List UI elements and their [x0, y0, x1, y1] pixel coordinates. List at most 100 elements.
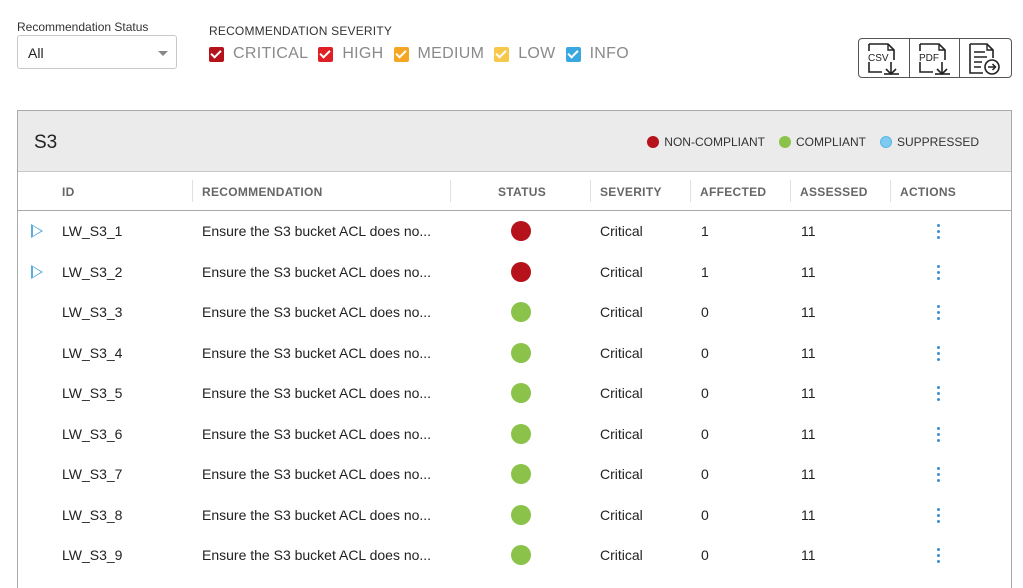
row-id: LW_S3_7: [62, 466, 123, 482]
table-row[interactable]: LW_S3_5 Ensure the S3 bucket ACL does no.…: [18, 373, 1011, 414]
legend-label: NON-COMPLIANT: [664, 135, 765, 149]
severity-checkbox-low[interactable]: [494, 46, 510, 62]
export-pdf-button[interactable]: PDF: [910, 39, 961, 77]
row-actions-kebab-icon[interactable]: [937, 224, 941, 240]
status-non-compliant-icon: [511, 261, 531, 282]
header-affected[interactable]: AFFECTED: [700, 185, 767, 199]
row-assessed: 11: [801, 547, 816, 563]
column-divider: [890, 180, 891, 202]
panel-header: S3 NON-COMPLIANT COMPLIANT SUPPRESSED: [18, 111, 1011, 172]
row-recommendation: Ensure the S3 bucket ACL does no...: [202, 263, 432, 280]
row-assessed: 11: [801, 385, 816, 401]
row-actions-kebab-icon[interactable]: [937, 426, 941, 443]
severity-option-info[interactable]: INFO: [565, 45, 629, 63]
severity-option-critical[interactable]: CRITICAL: [209, 45, 308, 63]
row-actions-kebab-icon[interactable]: [937, 507, 941, 524]
row-assessed: 11: [801, 344, 816, 361]
document-arrow-icon: [969, 43, 1001, 75]
row-id: LW_S3_9: [62, 547, 123, 563]
severity-option-label: MEDIUM: [417, 45, 485, 62]
table-row[interactable]: LW_S3_3 Ensure the S3 bucket ACL does no.…: [18, 292, 1011, 333]
row-actions-kebab-icon[interactable]: [937, 345, 941, 362]
status-compliant-icon: [511, 504, 531, 525]
suppressed-icon: [879, 136, 892, 148]
status-compliant-icon: [511, 342, 531, 363]
recommendation-severity-filter: RECOMMENDATION SEVERITY CRITICAL HIGH MEDI…: [209, 24, 629, 62]
status-dot-icon: [778, 136, 791, 148]
row-affected: 0: [701, 425, 709, 442]
severity-checkbox-medium[interactable]: [393, 46, 409, 62]
header-assessed[interactable]: ASSESSED: [800, 185, 868, 199]
row-id: LW_S3_6: [62, 425, 123, 442]
chevron-down-icon: [158, 51, 168, 56]
header-recommendation[interactable]: RECOMMENDATION: [202, 185, 323, 199]
row-actions-kebab-icon[interactable]: [937, 548, 941, 564]
status-dot-icon: [647, 136, 660, 148]
table-row[interactable]: LW_S3_7 Ensure the S3 bucket ACL does no.…: [18, 454, 1011, 495]
panel-title: S3: [34, 132, 58, 153]
column-divider: [790, 180, 791, 202]
severity-checkbox-critical[interactable]: [209, 46, 224, 62]
row-severity: Critical: [600, 506, 643, 523]
row-affected: 0: [701, 466, 709, 482]
row-affected: 0: [701, 547, 709, 563]
recommendation-status-select[interactable]: All: [17, 35, 177, 69]
row-actions-kebab-icon[interactable]: [937, 386, 941, 402]
header-severity[interactable]: SEVERITY: [600, 185, 662, 199]
column-divider: [690, 180, 691, 202]
table-row[interactable]: LW_S3_8 Ensure the S3 bucket ACL does no.…: [18, 495, 1011, 536]
legend-item-compliant: COMPLIANT: [778, 135, 866, 149]
table-row[interactable]: LW_S3_2 Ensure the S3 bucket ACL does no.…: [18, 252, 1011, 293]
svg-text:PDF: PDF: [919, 53, 939, 64]
severity-checkbox-info[interactable]: [565, 46, 581, 62]
row-actions-kebab-icon[interactable]: [937, 467, 941, 483]
table-row[interactable]: LW_S3_1 Ensure the S3 bucket ACL does no.…: [18, 211, 1011, 252]
status-compliant-icon: [511, 545, 531, 565]
table-row[interactable]: LW_S3_6 Ensure the S3 bucket ACL does no.…: [18, 414, 1011, 455]
recommendation-status-filter: Recommendation Status All: [17, 20, 177, 69]
row-recommendation: Ensure the S3 bucket ACL does no...: [202, 385, 432, 401]
table-row[interactable]: LW_S3_9 Ensure the S3 bucket ACL does no.…: [18, 535, 1011, 576]
row-affected: 0: [701, 344, 709, 361]
row-severity: Critical: [600, 466, 643, 482]
row-actions-kebab-icon[interactable]: [937, 305, 941, 321]
row-recommendation: Ensure the S3 bucket ACL does no...: [202, 223, 432, 239]
severity-option-high[interactable]: HIGH: [318, 45, 383, 63]
row-severity: Critical: [600, 304, 643, 320]
severity-checkbox-high[interactable]: [318, 46, 334, 62]
row-recommendation: Ensure the S3 bucket ACL does no...: [202, 304, 432, 320]
row-assessed: 11: [801, 466, 816, 482]
severity-option-label: HIGH: [342, 45, 384, 62]
row-severity: Critical: [600, 223, 643, 239]
status-compliant-icon: [511, 383, 531, 403]
recommendation-severity-label: RECOMMENDATION SEVERITY: [209, 24, 393, 38]
row-affected: 1: [701, 223, 709, 239]
severity-option-label: CRITICAL: [233, 45, 309, 62]
export-report-button[interactable]: [960, 39, 1011, 77]
export-csv-button[interactable]: CSV: [859, 39, 910, 77]
row-affected: 1: [701, 263, 709, 280]
header-status[interactable]: STATUS: [498, 185, 547, 199]
status-compliant-icon: [511, 302, 531, 322]
severity-option-medium[interactable]: MEDIUM: [393, 45, 485, 63]
expand-row-icon[interactable]: [31, 224, 43, 238]
row-assessed: 11: [801, 506, 816, 523]
row-id: LW_S3_5: [62, 385, 123, 401]
recommendation-status-value: All: [28, 45, 44, 61]
row-affected: 0: [701, 385, 709, 401]
pdf-download-icon: PDF: [917, 43, 950, 76]
severity-option-low[interactable]: LOW: [494, 45, 555, 63]
row-assessed: 11: [801, 425, 816, 442]
row-recommendation: Ensure the S3 bucket ACL does no...: [202, 506, 432, 523]
header-id[interactable]: ID: [62, 185, 75, 199]
row-recommendation: Ensure the S3 bucket ACL does no...: [202, 466, 432, 482]
legend-item-suppressed: SUPPRESSED: [879, 135, 979, 149]
status-compliant-icon: [511, 464, 531, 484]
table-row[interactable]: LW_S3_4 Ensure the S3 bucket ACL does no.…: [18, 333, 1011, 374]
row-actions-kebab-icon[interactable]: [937, 264, 941, 281]
row-severity: Critical: [600, 425, 643, 442]
row-assessed: 11: [801, 304, 816, 320]
expand-row-icon[interactable]: [31, 264, 43, 279]
row-affected: 0: [701, 304, 709, 320]
column-divider: [192, 180, 193, 202]
